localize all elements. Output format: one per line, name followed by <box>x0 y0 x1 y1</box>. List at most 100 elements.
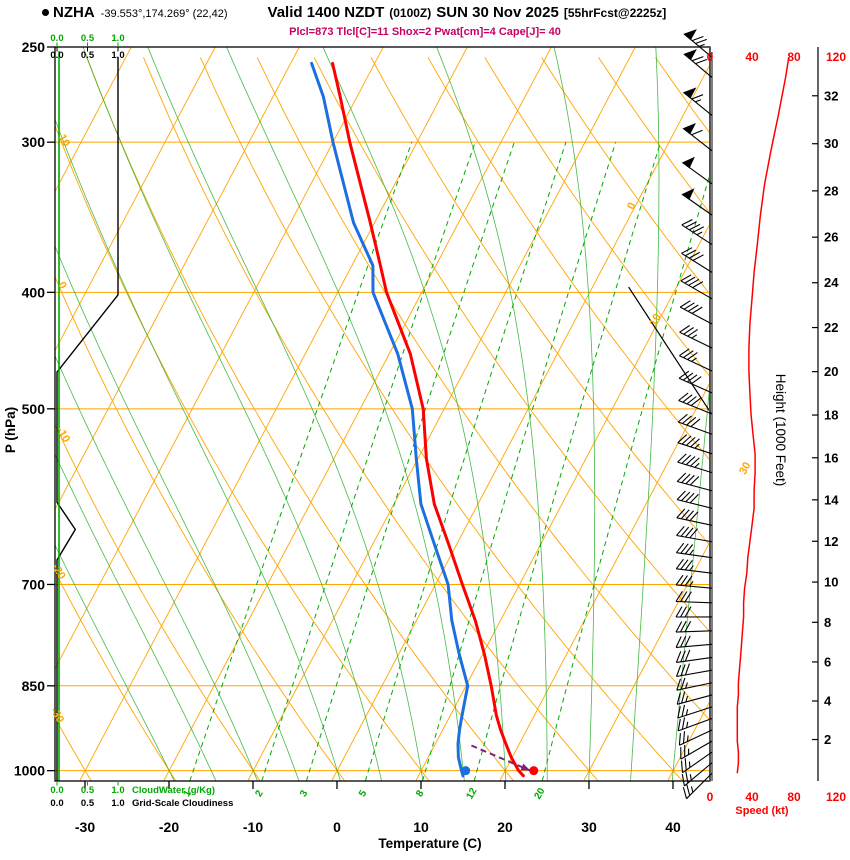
mixing-ratio-line <box>422 142 617 781</box>
wind-barb-full <box>684 591 692 603</box>
dry-adiabat-line <box>598 57 710 214</box>
wind-barb-full <box>684 663 691 676</box>
grid-layer <box>55 47 710 781</box>
wind-barb-full <box>683 302 695 310</box>
wind-barb-full <box>687 352 698 360</box>
parcel-arrow <box>471 744 531 772</box>
wind-barb-full <box>681 473 691 483</box>
wind-barb-full <box>677 413 688 423</box>
wind-barb <box>676 677 713 691</box>
mixing-ratio-label: 20 <box>532 786 547 802</box>
wind-barb-full <box>680 543 689 554</box>
moist-adiabat-line <box>55 245 300 781</box>
wind-barb-half <box>685 695 689 703</box>
wind-barb-staff <box>675 630 713 633</box>
wind-barb-full <box>680 591 688 602</box>
wind-barb <box>680 740 713 760</box>
dry-adiabat-line <box>55 124 430 781</box>
wind-barb-full <box>685 249 697 257</box>
mixing-ratio-label: 8 <box>414 788 427 799</box>
wind-barb-half <box>690 786 694 793</box>
wind-barb-staff <box>679 355 713 372</box>
dry-adiabat-line <box>55 423 261 781</box>
cloudiness-profile <box>56 57 119 781</box>
wind-barb-staff <box>677 706 713 719</box>
wind-barb-staff <box>678 377 713 394</box>
height-tick-label: 6 <box>824 654 831 669</box>
wind-barb-full <box>682 415 692 424</box>
isotherm-line <box>499 381 710 781</box>
wind-barb-full <box>682 731 686 744</box>
wind-barb-half <box>689 580 694 587</box>
wind-barb <box>681 762 713 787</box>
wind-barb-full <box>686 783 691 796</box>
wind-barb-staff <box>680 740 713 760</box>
wind-barb-full <box>689 476 700 486</box>
cloudwater-scale-top: 0.5 <box>81 33 95 44</box>
wind-barb-full <box>690 438 700 448</box>
height-tick-label: 8 <box>824 615 831 630</box>
height-tick-label: 12 <box>824 534 838 549</box>
wind-barb-full <box>681 704 686 717</box>
wind-barb-full <box>676 490 686 500</box>
wind-barb-full <box>684 635 691 647</box>
pressure-tick-label: 400 <box>22 284 46 300</box>
cloudwater-scale-bottom: 0.5 <box>81 785 95 796</box>
surface-temperature-dot <box>529 766 539 776</box>
wind-barb <box>682 123 713 152</box>
wind-barb-full <box>681 691 686 704</box>
wind-barb-full <box>675 574 684 586</box>
annotation-layer <box>461 286 712 776</box>
height-tick-label: 10 <box>824 575 838 590</box>
wind-barb <box>675 649 713 663</box>
plot-frame <box>54 46 711 782</box>
dry-adiabat-label: 0 <box>55 280 68 291</box>
height-tick-label: 16 <box>824 450 838 465</box>
isotherm-line <box>331 63 710 781</box>
wind-barb-full <box>684 544 694 555</box>
wind-barb-staff <box>681 252 713 273</box>
wind-barb-full <box>685 492 695 503</box>
wind-barb <box>679 300 713 325</box>
height-tick-label: 26 <box>824 230 838 245</box>
isotherm-line <box>55 47 300 511</box>
moist-adiabat-line <box>82 47 383 781</box>
station-id: NZHA <box>53 4 95 21</box>
wind-barb-full <box>684 276 696 284</box>
wind-barb-full <box>684 527 694 538</box>
dry-adiabat-label: -30 <box>48 705 66 725</box>
wind-barb <box>677 704 713 719</box>
wind-barb <box>676 490 713 509</box>
title-bar: NZHA -39.553°,174.269° (22,42) Valid 140… <box>42 4 666 21</box>
dry-adiabat-line <box>143 57 599 781</box>
wind-barb-staff <box>677 480 713 492</box>
dry-adiabat-line <box>86 57 515 781</box>
wind-barb-staff <box>676 499 713 509</box>
wind-barb-full <box>684 559 693 571</box>
isotherm-label: 10 <box>648 312 664 328</box>
wind-barb-full <box>681 247 693 254</box>
wind-barb-half <box>691 334 698 339</box>
speed-tick-label-top: 40 <box>745 50 759 64</box>
wind-barb-full <box>684 758 687 771</box>
moist-adiabat-line <box>553 47 596 781</box>
height-tick-label: 2 <box>824 732 831 747</box>
height-axis-title: Height (1000 Feet) <box>773 374 788 487</box>
isotherm-line <box>667 699 710 781</box>
wind-barb-half <box>689 565 694 571</box>
speed-tick-label-top: 120 <box>826 50 846 64</box>
wind-barb-half <box>685 682 688 689</box>
cloudiness-scale-bottom: 1.0 <box>111 798 124 809</box>
wind-barb-full <box>676 525 685 536</box>
wind-barb-full <box>676 692 681 705</box>
dry-adiabat-line <box>55 275 346 781</box>
valid-time: Valid 1400 NZDT <box>267 4 385 21</box>
wind-barb-full <box>684 649 691 662</box>
wind-barb <box>681 247 713 273</box>
dry-adiabat-line <box>199 57 684 781</box>
wind-barb-full <box>680 509 690 520</box>
speed-profile <box>736 57 790 774</box>
wind-barb-half <box>694 443 700 449</box>
cloudiness-scale-top: 0.0 <box>50 50 63 61</box>
